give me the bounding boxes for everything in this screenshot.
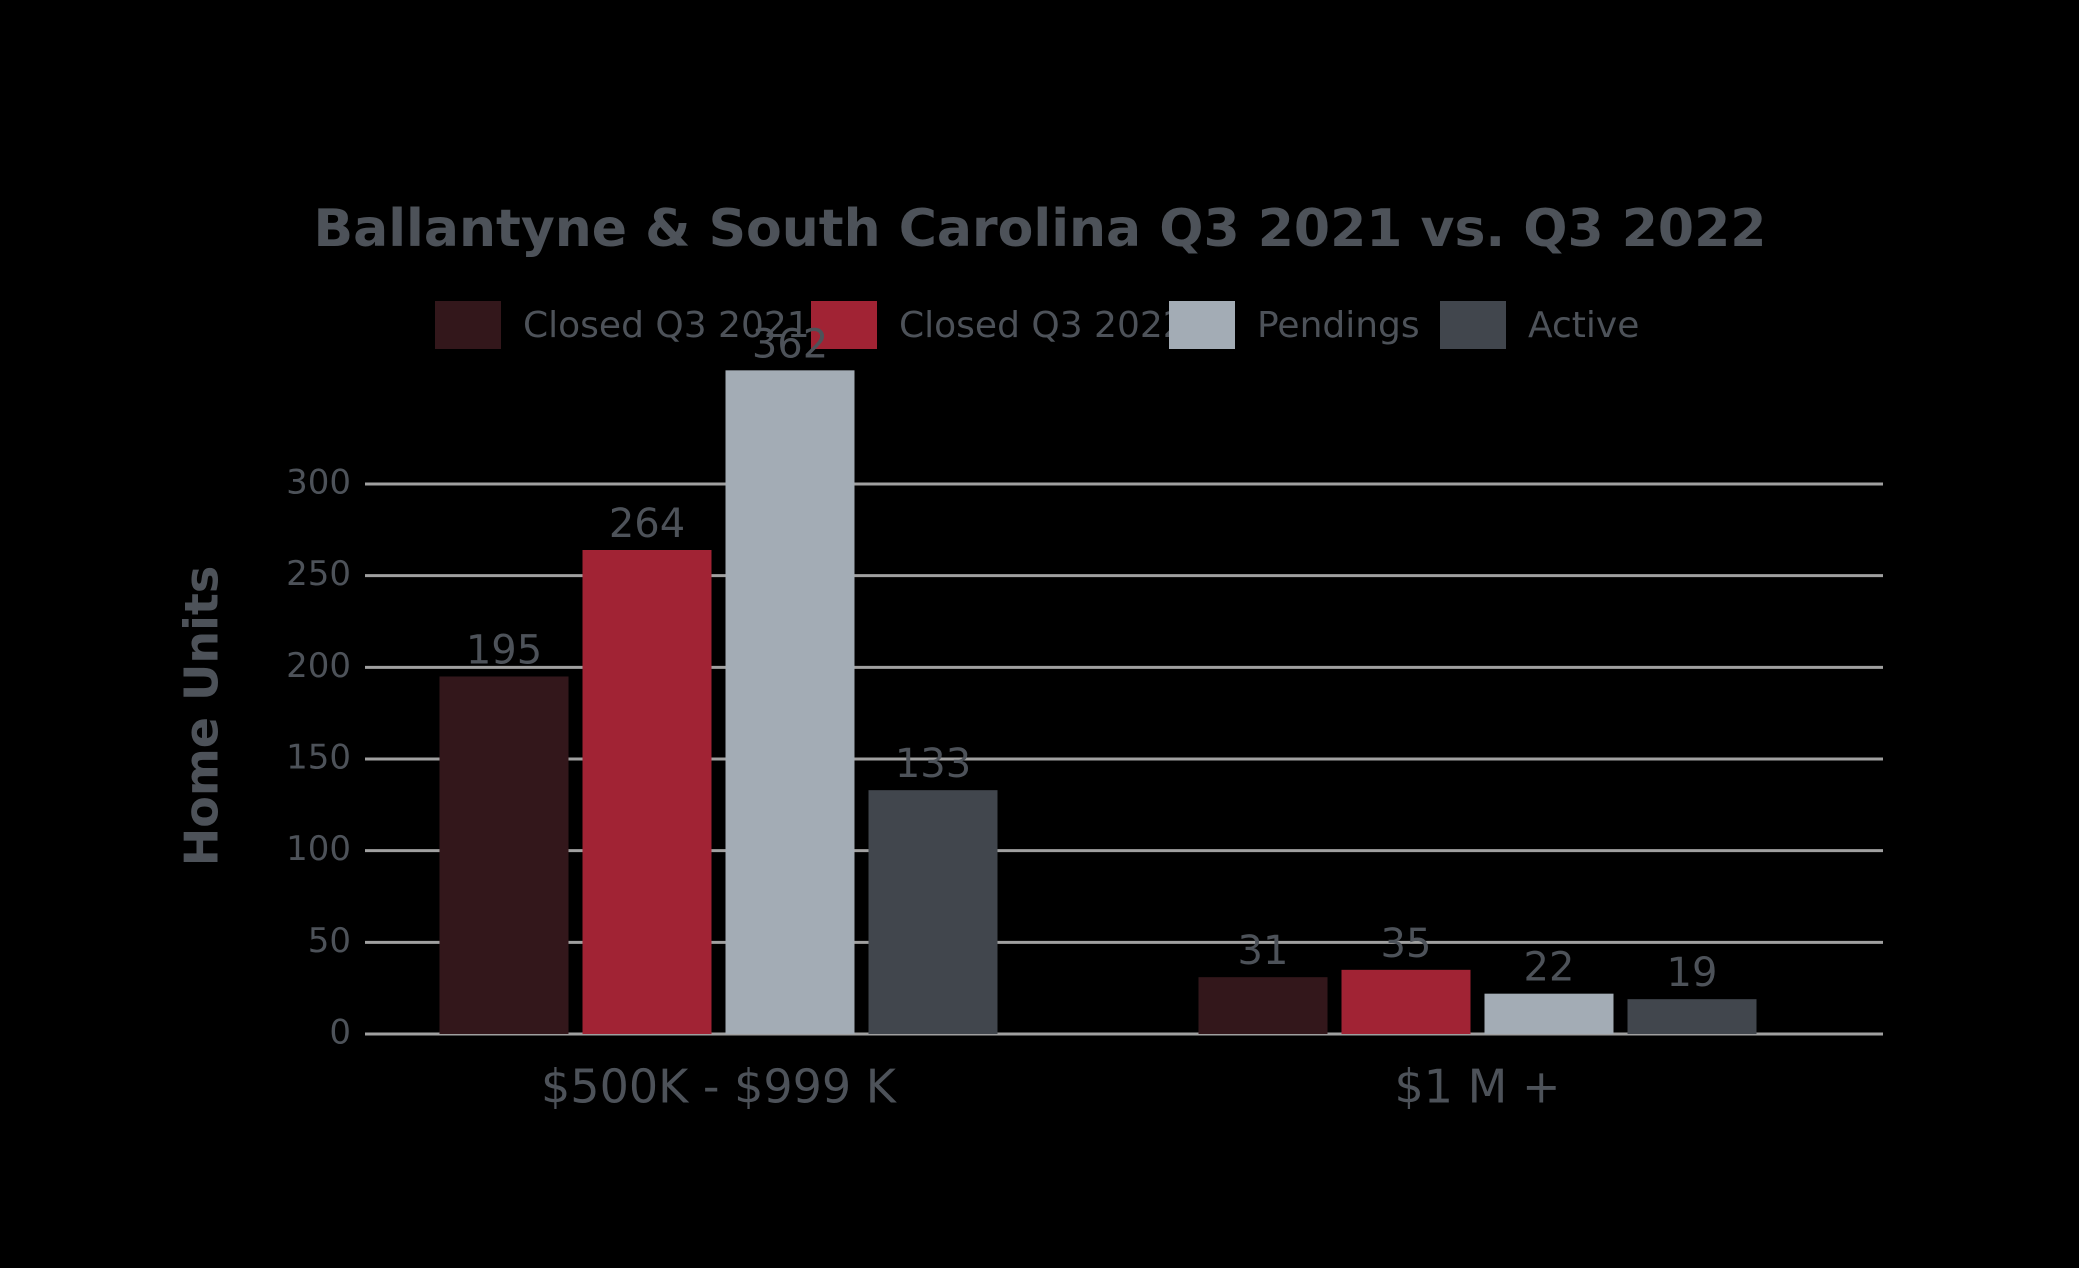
bar: [1484, 993, 1614, 1034]
value-label: 19: [1667, 950, 1718, 996]
value-label: 22: [1524, 945, 1575, 991]
y-tick-label: 0: [329, 1013, 351, 1053]
legend-swatch: [811, 301, 877, 349]
value-label: 133: [895, 741, 971, 787]
y-tick-label: 50: [308, 921, 351, 961]
bar: [725, 370, 855, 1034]
value-label: 195: [466, 628, 542, 674]
legend-label: Closed Q3 2022: [899, 305, 1186, 346]
y-tick-label: 150: [286, 738, 351, 778]
bar: [1341, 969, 1471, 1034]
bar: [439, 676, 569, 1034]
legend-label: Pendings: [1257, 305, 1420, 346]
x-tick-label: $500K - $999 K: [541, 1060, 898, 1114]
bar: [582, 550, 712, 1034]
legend-swatch: [1169, 301, 1235, 349]
y-axis-label: Home Units: [175, 566, 229, 866]
legend-label: Closed Q3 2021: [523, 305, 810, 346]
bar: [1198, 977, 1328, 1034]
bar: [868, 790, 998, 1034]
bar: [1627, 999, 1757, 1034]
value-label: 31: [1238, 928, 1289, 974]
y-tick-label: 100: [286, 829, 351, 869]
value-label: 35: [1381, 921, 1432, 967]
y-tick-label: 300: [286, 463, 351, 503]
x-tick-label: $1 M +: [1394, 1060, 1560, 1114]
y-tick-label: 200: [286, 646, 351, 686]
legend-label: Active: [1528, 305, 1639, 346]
value-label: 362: [752, 321, 828, 367]
value-label: 264: [609, 501, 685, 547]
y-tick-label: 250: [286, 554, 351, 594]
legend-swatch: [435, 301, 501, 349]
chart-title: Ballantyne & South Carolina Q3 2021 vs. …: [314, 199, 1767, 259]
legend-swatch: [1440, 301, 1506, 349]
